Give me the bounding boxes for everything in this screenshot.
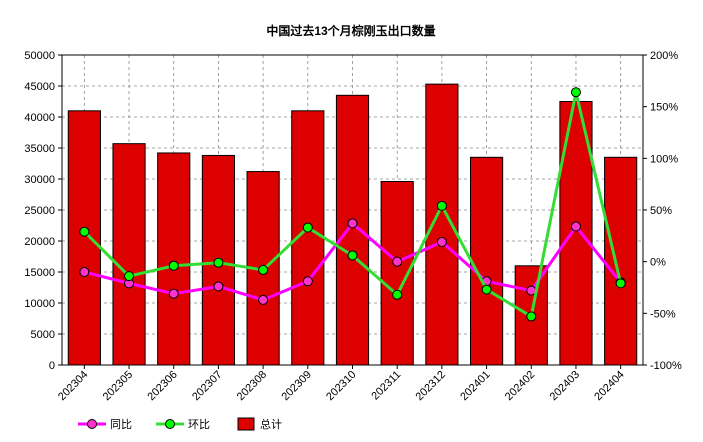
data-point <box>615 278 626 289</box>
left-tick-label: 5000 <box>31 329 55 341</box>
x-tick-label: 202403 <box>548 369 582 403</box>
x-tick-label: 202309 <box>279 369 313 403</box>
bar <box>157 152 191 366</box>
chart-title: 中国过去13个月棕刚玉出口数量 <box>266 23 435 38</box>
data-point <box>347 250 358 261</box>
left-tick-label: 15000 <box>24 267 55 279</box>
right-tick-label: 100% <box>650 153 678 165</box>
line-series <box>79 87 626 322</box>
bar <box>335 94 370 366</box>
left-tick-label: 40000 <box>24 112 55 124</box>
legend-label: 同比 <box>110 418 132 431</box>
data-point <box>258 264 269 275</box>
data-point <box>302 276 313 287</box>
bar <box>469 156 504 366</box>
left-tick-label: 30000 <box>24 174 55 186</box>
left-tick-label: 20000 <box>24 236 55 248</box>
right-tick-label: 150% <box>650 102 678 114</box>
bar-series <box>67 83 638 366</box>
x-tick-label: 202401 <box>458 369 492 403</box>
right-tick-label: 50% <box>650 205 672 217</box>
data-point <box>213 257 224 268</box>
x-tick-label: 202307 <box>190 369 224 403</box>
data-point <box>347 218 358 229</box>
left-tick-label: 35000 <box>24 143 55 155</box>
bar <box>514 265 548 366</box>
x-tick-label: 202305 <box>101 369 135 403</box>
left-tick-label: 45000 <box>24 81 55 93</box>
bar <box>604 156 638 366</box>
data-point <box>526 311 537 322</box>
right-tick-label: 0% <box>650 257 666 269</box>
bar <box>67 110 101 366</box>
data-point <box>168 288 179 299</box>
x-tick-label: 202311 <box>369 369 403 403</box>
left-tick-label: 50000 <box>24 50 55 62</box>
data-point <box>570 87 581 98</box>
x-tick-label: 202308 <box>235 369 269 403</box>
data-point <box>392 289 403 300</box>
data-point <box>79 226 90 237</box>
data-point <box>213 281 224 292</box>
left-tick-label: 25000 <box>24 205 55 217</box>
x-tick-label: 202404 <box>592 369 626 403</box>
x-tick-label: 202402 <box>503 369 537 403</box>
x-tick-label: 202310 <box>324 369 358 403</box>
data-point <box>302 222 313 233</box>
legend-label: 环比 <box>188 418 210 431</box>
data-point <box>570 221 581 232</box>
x-tick-label: 202312 <box>414 369 448 403</box>
legend-swatch-bar <box>237 417 255 431</box>
data-point <box>436 200 447 211</box>
legend-label: 总计 <box>260 417 282 431</box>
left-tick-label: 0 <box>49 360 55 372</box>
bar <box>112 143 146 366</box>
right-tick-label: -100% <box>650 360 682 372</box>
data-point <box>258 294 269 305</box>
left-tick-label: 10000 <box>24 298 55 310</box>
right-tick-label: -50% <box>650 308 676 320</box>
x-tick-label: 202306 <box>145 369 179 403</box>
data-point <box>436 237 447 248</box>
data-point <box>168 260 179 271</box>
legend-swatch-marker <box>87 419 97 429</box>
x-tick-label: 202304 <box>56 369 90 403</box>
data-point <box>392 256 403 267</box>
data-point <box>79 267 90 277</box>
data-point <box>481 284 492 295</box>
data-point <box>124 271 135 282</box>
legend-swatch-marker <box>165 419 175 429</box>
right-tick-label: 200% <box>650 50 678 62</box>
legend: 同比 环比 总计 <box>78 417 282 431</box>
